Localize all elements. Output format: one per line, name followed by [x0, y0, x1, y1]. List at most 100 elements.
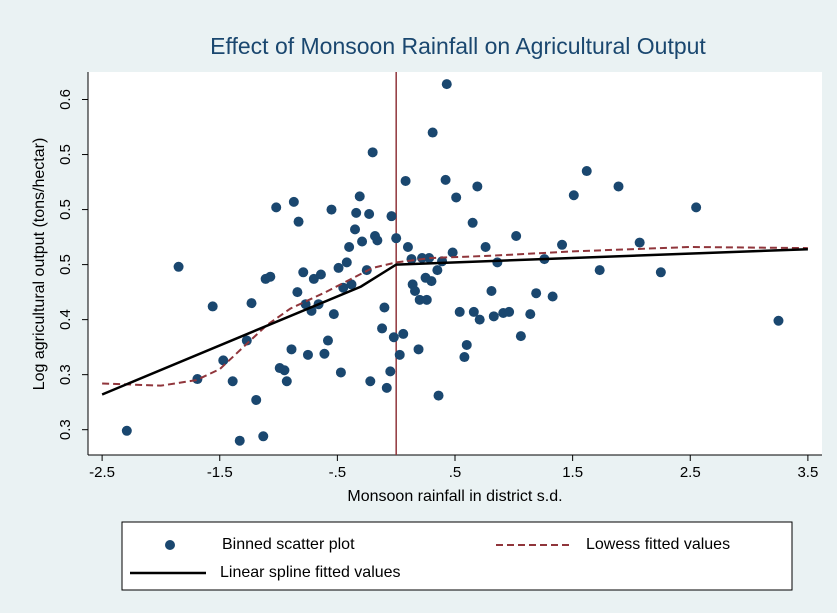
x-axis-title: Monsoon rainfall in district s.d. [347, 488, 562, 505]
scatter-point [322, 335, 333, 346]
scatter-point [417, 252, 428, 263]
scatter-point [511, 230, 522, 241]
scatter-point [377, 323, 388, 334]
scatter-point [547, 291, 558, 302]
scatter-point [357, 236, 368, 247]
y-tick-label: 0.3 [57, 364, 74, 385]
scatter-point [372, 235, 383, 246]
y-tick-label: 0.4 [57, 309, 74, 330]
x-tick-label: -.5 [329, 464, 347, 481]
scatter-point [451, 192, 462, 203]
scatter-point [486, 286, 497, 297]
scatter-point [300, 299, 311, 310]
scatter-point [379, 302, 390, 313]
scatter-point [480, 241, 491, 252]
scatter-point [594, 265, 605, 276]
scatter-point [265, 271, 276, 282]
scatter-point [461, 339, 472, 350]
scatter-point [504, 306, 515, 317]
scatter-point [364, 208, 375, 219]
scatter-point [207, 301, 218, 312]
scatter-point [468, 306, 479, 317]
fit-line [101, 247, 808, 396]
scatter-point [292, 287, 303, 298]
scatter-point [234, 435, 245, 446]
scatter-point [433, 390, 444, 401]
scatter-point [531, 288, 542, 299]
scatter-point [121, 425, 132, 436]
scatter-point [414, 294, 425, 305]
scatter-point [328, 309, 339, 320]
x-tick-label: -2.5 [89, 464, 115, 481]
scatter-point [402, 241, 413, 252]
scatter-point [492, 257, 503, 268]
scatter-point [474, 314, 485, 325]
scatter-point [381, 382, 392, 393]
scatter-point [388, 332, 399, 343]
scatter-point [413, 344, 424, 355]
scatter-point [341, 257, 352, 268]
scatter-point [525, 309, 536, 320]
scatter-point [613, 181, 624, 192]
scatter-point [773, 315, 784, 326]
y-axis-title: Log agricultural output (tons/hectar) [31, 138, 48, 391]
scatter-point [279, 365, 290, 376]
scatter-point [400, 175, 411, 186]
scatter-point [385, 366, 396, 377]
scatter-point [302, 349, 313, 360]
scatter-point [426, 276, 437, 287]
scatter-point [398, 328, 409, 339]
scatter-point [427, 127, 438, 138]
legend-label: Lowess fitted values [586, 536, 730, 553]
y-tick-label: 0.5 [57, 199, 74, 220]
x-tick-label: 3.5 [797, 464, 818, 481]
scatter-point [386, 211, 397, 222]
legend-marker [165, 540, 175, 550]
scatter-point [634, 237, 645, 248]
scatter-point [515, 331, 526, 342]
scatter-point [421, 294, 432, 305]
scatter-point [655, 267, 666, 278]
scatter-point [246, 298, 257, 309]
scatter-point [424, 252, 435, 263]
scatter-point [467, 217, 478, 228]
scatter-point [472, 181, 483, 192]
scatter-point [447, 247, 458, 258]
scatter-point [432, 265, 443, 276]
scatter-point [326, 204, 337, 215]
scatter-point [281, 376, 292, 387]
y-tick-label: 0.5 [57, 254, 74, 275]
scatter-point [394, 349, 405, 360]
y-tick-label: 0.6 [57, 89, 74, 110]
scatter-point [568, 190, 579, 201]
scatter-point [298, 267, 309, 278]
scatter-point [691, 202, 702, 213]
scatter-point [288, 196, 299, 207]
x-tick-label: .5 [449, 464, 462, 481]
scatter-point [367, 147, 378, 158]
scatter-point [286, 344, 297, 355]
scatter-point [293, 216, 304, 227]
scatter-point [406, 254, 417, 265]
legend-label: Binned scatter plot [222, 536, 355, 553]
scatter-point [581, 166, 592, 177]
scatter-point [192, 374, 203, 385]
legend-label: Linear spline fitted values [220, 564, 401, 581]
scatter-point [258, 431, 269, 442]
x-tick-label: 1.5 [562, 464, 583, 481]
scatter-point [315, 269, 326, 280]
scatter-point [354, 191, 365, 202]
scatter-point [271, 202, 282, 213]
scatter-point [218, 355, 229, 366]
scatter-point [227, 376, 238, 387]
scatter-point [391, 233, 402, 244]
scatter-point [488, 311, 499, 322]
fit-line [102, 245, 808, 387]
scatter-point [557, 239, 568, 250]
y-tick-label: 0.5 [57, 144, 74, 165]
y-tick-label: 0.3 [57, 419, 74, 440]
scatter-point [173, 261, 184, 272]
x-tick-label: -1.5 [207, 464, 233, 481]
scatter-point [441, 79, 452, 90]
